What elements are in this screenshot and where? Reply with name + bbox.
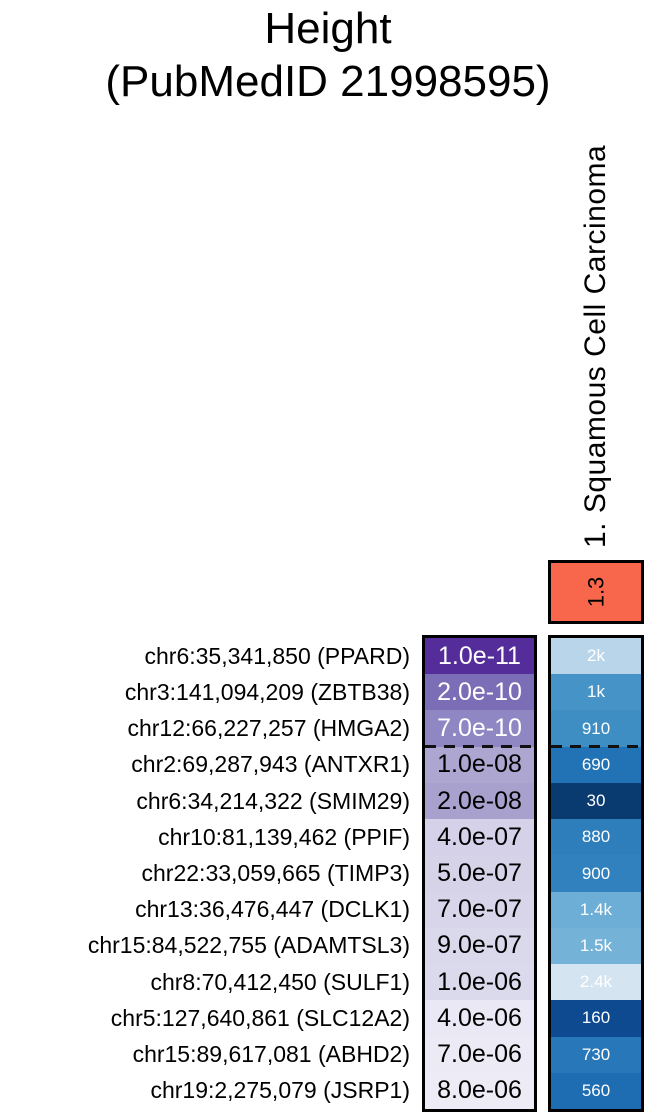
row-label: chr13:36,476,447 (DCLK1) [135, 896, 410, 923]
rank-cell: 1k [551, 674, 641, 711]
pvalue-cell: 4.0e-07 [425, 819, 534, 856]
rank-cell: 2.4k [551, 964, 641, 1001]
pvalue-cell: 7.0e-10 [425, 710, 534, 747]
pvalue-cell: 8.0e-06 [425, 1072, 534, 1110]
significance-threshold-line [425, 745, 534, 749]
row-label: chr3:141,094,209 (ZBTB38) [124, 678, 410, 705]
row-label: chr12:66,227,257 (HMGA2) [127, 715, 410, 742]
row-label: chr8:70,412,450 (SULF1) [150, 968, 410, 995]
rank-cell: 2k [551, 638, 641, 675]
column-header: 1. Squamous Cell Carcinoma [548, 100, 644, 548]
rank-cell: 730 [551, 1036, 641, 1073]
plot-title: Height (PubMedID 21998595) [0, 2, 656, 108]
pvalue-cell: 1.0e-06 [425, 964, 534, 1001]
rank-cell: 690 [551, 746, 641, 783]
row-label: chr6:35,341,850 (PPARD) [144, 642, 411, 669]
row-labels-column: chr6:35,341,850 (PPARD) chr3:141,094,209 … [0, 638, 410, 1109]
pvalue-column: 1.0e-11 2.0e-10 7.0e-10 1.0e-08 2.0e-08 4.0e-… [422, 635, 537, 1112]
rank-cell: 30 [551, 782, 641, 820]
pvalue-cell: 7.0e-07 [425, 891, 534, 928]
row-label: chr10:81,139,462 (PPIF) [158, 823, 410, 850]
pvalue-cell: 9.0e-07 [425, 927, 534, 965]
rank-cell: 900 [551, 855, 641, 892]
pvalue-cell: 7.0e-06 [425, 1036, 534, 1073]
row-label: chr6:34,214,322 (SMIM29) [136, 787, 410, 814]
row-label: chr15:84,522,755 (ADAMTSL3) [87, 932, 410, 959]
enrichment-score-value: 1.3 [583, 576, 608, 608]
significance-threshold-line [551, 745, 641, 749]
pvalue-cell: 5.0e-07 [425, 855, 534, 892]
row-label: chr2:69,287,943 (ANTXR1) [131, 751, 410, 778]
rank-cell: 160 [551, 1000, 641, 1037]
pvalue-cell: 2.0e-10 [425, 674, 534, 711]
row-label: chr22:33,059,665 (TIMP3) [141, 860, 410, 887]
plot-title-trait: Height [264, 4, 392, 53]
pvalue-cell: 1.0e-11 [425, 638, 534, 675]
rank-cell: 1.4k [551, 891, 641, 928]
row-label: chr5:127,640,861 (SLC12A2) [110, 1004, 410, 1031]
pvalue-cell: 2.0e-08 [425, 782, 534, 820]
enrichment-score-cell: 1.3 [548, 560, 644, 624]
pvalue-cell: 4.0e-06 [425, 1000, 534, 1037]
row-label: chr19:2,275,079 (JSRP1) [150, 1077, 410, 1104]
rank-cell: 560 [551, 1072, 641, 1110]
plot-title-pubmed: (PubMedID 21998595) [105, 57, 551, 106]
rank-column: 2k 1k 910 690 30 880 900 1.4k 1.5k 2.4k 160 730 560 [548, 635, 644, 1112]
rank-cell: 880 [551, 819, 641, 856]
pvalue-cell: 1.0e-08 [425, 746, 534, 783]
column-header-label: 1. Squamous Cell Carcinoma [579, 144, 612, 548]
row-label: chr15:89,617,081 (ABHD2) [132, 1041, 410, 1068]
rank-cell: 1.5k [551, 927, 641, 965]
rank-cell: 910 [551, 710, 641, 747]
